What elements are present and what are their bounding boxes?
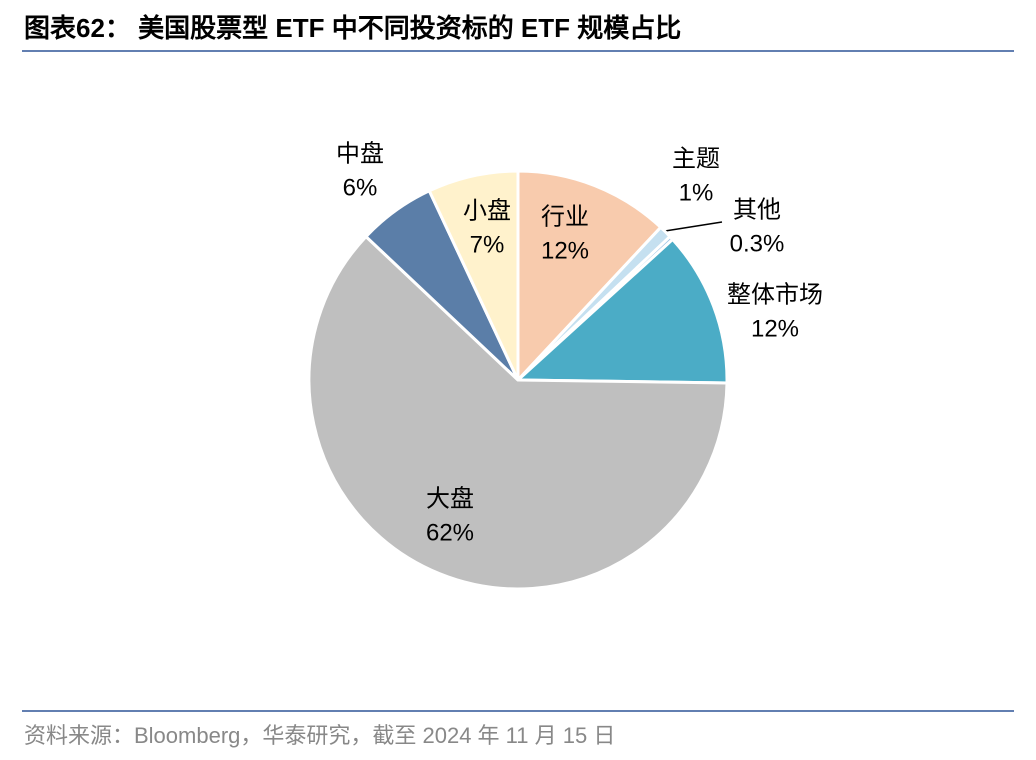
slice-name: 行业 <box>541 203 589 230</box>
pie-slice <box>516 169 663 384</box>
slice-value: 0.3% <box>730 230 785 257</box>
slice-name: 整体市场 <box>727 281 823 308</box>
pie-slice <box>427 169 520 381</box>
source: 资料来源：Bloomberg，华泰研究，截至 2024 年 11 月 15 日 <box>24 723 615 748</box>
slice-value: 6% <box>343 174 378 201</box>
slice-value: 1% <box>679 179 714 206</box>
slice-value: 7% <box>470 231 505 258</box>
slice-name: 小盘 <box>463 197 511 224</box>
slice-name: 中盘 <box>336 140 384 167</box>
slice-value: 12% <box>541 237 589 264</box>
pie-slice <box>307 234 729 591</box>
slice-value: 62% <box>426 519 474 546</box>
slice-name: 大盘 <box>426 485 474 512</box>
slice-name: 其他 <box>733 196 781 223</box>
leader-line <box>664 221 723 232</box>
pie-slice <box>514 237 729 385</box>
chart-title: 图表62： 美国股票型 ETF 中不同投资标的 ETF 规模占比 <box>24 13 681 43</box>
slice-value: 12% <box>751 315 799 342</box>
slice-name: 主题 <box>672 145 720 172</box>
